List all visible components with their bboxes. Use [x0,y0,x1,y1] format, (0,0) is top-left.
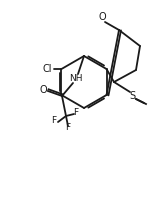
Text: O: O [39,85,47,95]
Text: F: F [66,124,71,133]
Text: F: F [73,108,79,116]
Text: S: S [129,91,135,101]
Text: O: O [98,12,106,22]
Text: Cl: Cl [43,64,52,74]
Text: NH: NH [69,73,83,83]
Text: F: F [51,115,57,125]
